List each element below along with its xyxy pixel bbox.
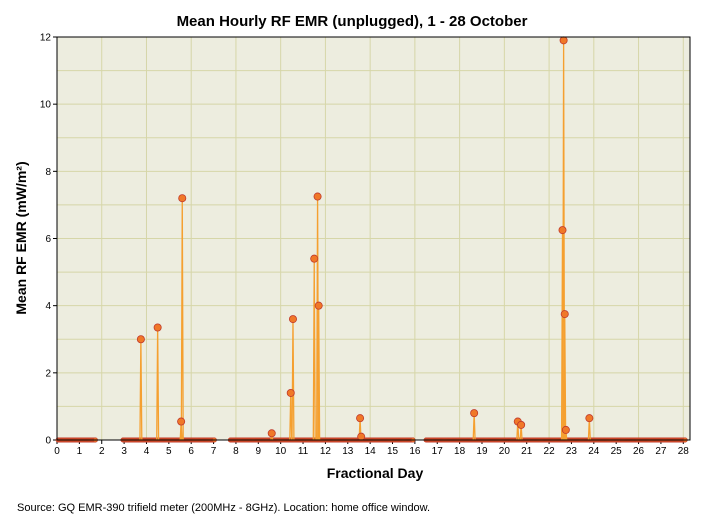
- data-point: [153, 323, 162, 332]
- x-tick-label: 12: [320, 446, 332, 457]
- x-tick-label: 10: [275, 446, 287, 457]
- data-point: [310, 254, 319, 263]
- data-point: [560, 310, 569, 319]
- x-tick-label: 13: [342, 446, 354, 457]
- data-point: [559, 36, 568, 45]
- data-point: [356, 414, 365, 423]
- x-tick-label: 28: [678, 446, 690, 457]
- x-tick-label: 7: [211, 446, 217, 457]
- data-point: [267, 429, 276, 438]
- x-tick-label: 20: [499, 446, 511, 457]
- gridlines: [57, 37, 690, 440]
- data-point: [314, 301, 323, 310]
- y-tick-label: 8: [45, 167, 51, 178]
- x-axis-label: Fractional Day: [327, 465, 424, 481]
- data-point: [558, 226, 567, 235]
- x-tick-label: 9: [256, 446, 262, 457]
- data-point: [470, 409, 479, 418]
- y-axis-label: Mean RF EMR (mW/m²): [13, 161, 29, 314]
- data-point: [585, 414, 594, 423]
- x-tick-label: 1: [77, 446, 83, 457]
- x-tick-label: 17: [432, 446, 444, 457]
- y-axis-ticks: 0 2 4 6 8 10 12: [40, 33, 57, 447]
- y-tick-label: 2: [45, 368, 51, 379]
- x-tick-label: 0: [54, 446, 60, 457]
- y-tick-label: 0: [45, 436, 51, 447]
- x-tick-label: 19: [476, 446, 488, 457]
- x-tick-label: 11: [298, 446, 309, 457]
- data-point: [178, 194, 187, 203]
- x-tick-label: 2: [99, 446, 105, 457]
- y-tick-label: 12: [40, 33, 52, 44]
- plot-border: [56, 36, 691, 441]
- data-point: [177, 417, 186, 426]
- x-tick-label: 3: [121, 446, 127, 457]
- x-tick-label: 23: [566, 446, 578, 457]
- x-tick-label: 22: [544, 446, 556, 457]
- x-tick-label: 15: [387, 446, 399, 457]
- data-point: [357, 432, 366, 441]
- x-tick-label: 14: [365, 446, 377, 457]
- data-point: [286, 388, 295, 397]
- x-tick-label: 18: [454, 446, 466, 457]
- x-tick-label: 27: [655, 446, 667, 457]
- data-point: [313, 192, 322, 201]
- x-tick-label: 16: [409, 446, 421, 457]
- x-tick-label: 8: [233, 446, 239, 457]
- x-tick-label: 4: [144, 446, 150, 457]
- y-tick-label: 10: [40, 100, 52, 111]
- data-point: [136, 335, 145, 344]
- x-tick-label: 24: [588, 446, 600, 457]
- y-tick-label: 6: [45, 234, 51, 245]
- data-point: [561, 425, 570, 434]
- x-tick-label: 25: [611, 446, 623, 457]
- data-point: [517, 420, 526, 429]
- x-axis-ticks: 0 1 2 3 4 5 6 7 8 9 10 11 12 13 14 15 16 17 18 19 20 21 22 23 24…: [54, 440, 689, 457]
- x-tick-label: 21: [521, 446, 533, 457]
- y-tick-label: 4: [45, 301, 51, 312]
- x-tick-label: 26: [633, 446, 645, 457]
- data-point: [288, 315, 297, 324]
- x-tick-label: 6: [188, 446, 194, 457]
- source-note: Source: GQ EMR-390 trifield meter (200MH…: [17, 502, 430, 514]
- x-tick-label: 5: [166, 446, 172, 457]
- chart-title: Mean Hourly RF EMR (unplugged), 1 - 28 O…: [177, 13, 528, 30]
